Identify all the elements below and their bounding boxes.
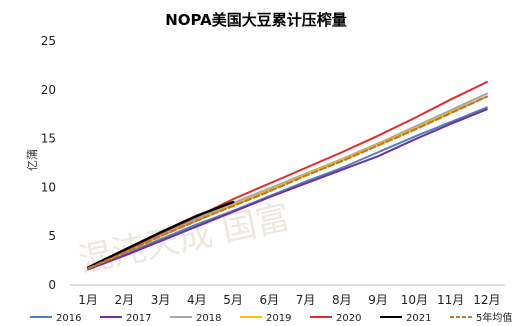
x-tick-label: 7月 (296, 293, 316, 307)
y-tick-label: 20 (41, 83, 56, 97)
x-tick-label: 11月 (437, 293, 464, 307)
chart-title: NOPA美国大豆累计压榨量 (165, 11, 347, 29)
y-tick-label: 15 (41, 132, 56, 146)
y-axis-label: 亿蒲 (25, 149, 39, 171)
legend-label-2020: 2020 (336, 313, 361, 324)
x-tick-label: 6月 (260, 293, 280, 307)
x-tick-label: 12月 (473, 293, 500, 307)
legend-label-2017: 2017 (126, 313, 151, 324)
y-tick-label: 25 (41, 34, 56, 48)
series-line-2017 (87, 108, 488, 271)
watermark: 混沌天成 国富 (75, 197, 293, 281)
series-lines (86, 80, 488, 271)
series-line-2021 (86, 200, 235, 269)
x-tick-label: 3月 (151, 293, 171, 307)
x-tick-label: 8月 (332, 293, 352, 307)
x-tick-label: 2月 (115, 293, 135, 307)
series-line-2016 (87, 106, 488, 271)
y-tick-labels: 0 5 10 15 20 25 (41, 34, 56, 292)
x-tick-label: 1月 (78, 293, 98, 307)
x-tick-labels: 1月 2月 3月 4月 5月 6月 7月 8月 9月 10月 11月 12月 (78, 293, 500, 307)
y-tick-label: 10 (41, 180, 56, 194)
x-tick-label: 10月 (401, 293, 428, 307)
x-tick-label: 5月 (223, 293, 243, 307)
y-tick-label: 5 (48, 229, 56, 243)
x-tick-label: 9月 (368, 293, 388, 307)
legend-label-2018: 2018 (196, 313, 221, 324)
legend: 2016 2017 2018 2019 2020 2021 5年均值 (30, 311, 512, 324)
legend-label-2016: 2016 (56, 313, 81, 324)
legend-label-5年均值: 5年均值 (476, 311, 512, 324)
legend-label-2021: 2021 (406, 313, 431, 324)
x-tick-label: 4月 (187, 293, 207, 307)
legend-label-2019: 2019 (266, 313, 291, 324)
series-line-5年均值 (87, 95, 488, 270)
y-tick-label: 0 (48, 278, 56, 292)
